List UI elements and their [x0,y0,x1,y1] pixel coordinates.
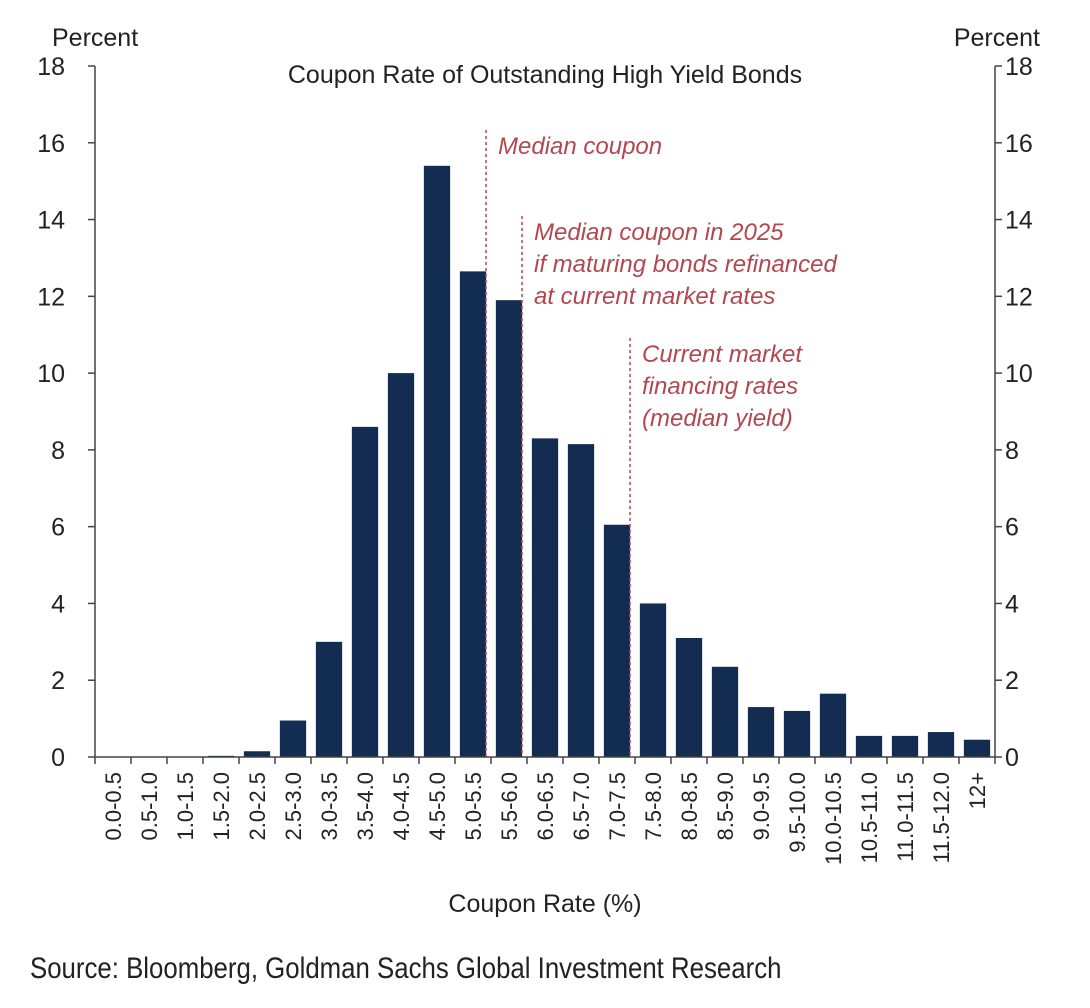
right-y-tick-label: 2 [1005,667,1019,695]
annotation-text: Current market [642,341,803,368]
bar-10.5-11.0 [855,735,883,757]
bar-6.0-6.5 [531,438,559,757]
axes-group: 0 0 2 2 4 4 6 6 8 8 10 10 12 12 14 14 16 16 18 18 0.0-0.5 0.5… [37,53,1033,865]
x-tick-label: 8.5-9.0 [713,772,738,841]
right-y-tick-label: 14 [1005,207,1033,235]
left-y-tick-label: 14 [37,207,65,235]
x-tick-label: 4.0-4.5 [389,772,414,841]
bar-4.0-4.5 [387,373,415,757]
right-y-tick-label: 8 [1005,437,1019,465]
x-tick-label: 4.5-5.0 [425,772,450,841]
source-note: Source: Bloomberg, Goldman Sachs Global … [30,952,782,985]
bar-7.0-7.5 [603,524,631,757]
left-y-tick-label: 2 [51,667,65,695]
x-tick-label: 5.5-6.0 [497,772,522,841]
x-tick-label: 11.0-11.5 [893,772,918,862]
annotation-text: if maturing bonds refinanced [534,251,838,278]
annotation-text: financing rates [642,373,798,400]
bar-2.5-3.0 [279,720,307,757]
x-tick-label: 9.0-9.5 [749,772,774,841]
bar-5.0-5.5 [459,271,487,757]
right-y-tick-label: 12 [1005,283,1033,311]
left-y-tick-label: 4 [51,590,65,618]
annotations-group: Median coupon Median coupon in 2025 if mat… [485,130,838,757]
bar-2.0-2.5 [243,751,271,757]
right-y-tick-label: 0 [1005,744,1019,772]
right-axis-unit-label: Percent [954,24,1040,52]
x-tick-label: 1.0-1.5 [173,772,198,841]
x-tick-label: 0.5-1.0 [137,772,162,841]
left-y-tick-label: 0 [51,744,65,772]
bar-6.5-7.0 [567,444,595,757]
bar-9.5-10.0 [783,710,811,757]
x-tick-label: 7.0-7.5 [605,772,630,841]
bar-5.5-6.0 [495,300,523,757]
x-tick-label: 6.0-6.5 [533,772,558,841]
left-axis-unit-label: Percent [52,24,138,52]
chart-title: Coupon Rate of Outstanding High Yield Bo… [288,61,802,89]
left-y-tick-label: 8 [51,437,65,465]
bar-3.0-3.5 [315,641,343,757]
x-tick-label: 0.0-0.5 [101,772,126,841]
bar-8.0-8.5 [675,637,703,757]
bar-11.5-12.0 [927,732,955,757]
x-tick-label: 2.0-2.5 [245,772,270,841]
x-tick-label: 12+ [965,772,990,809]
x-tick-label: 1.5-2.0 [209,772,234,841]
bar-8.5-9.0 [711,666,739,757]
bar-3.5-4.0 [351,426,379,757]
left-y-tick-label: 10 [37,360,65,388]
right-y-tick-label: 4 [1005,590,1019,618]
left-y-tick-label: 6 [51,514,65,542]
bar-10.0-10.5 [819,693,847,757]
x-tick-label: 5.0-5.5 [461,772,486,841]
left-y-tick-label: 16 [37,130,65,158]
x-tick-label: 2.5-3.0 [281,772,306,841]
annotation-text: Median coupon [498,133,662,160]
annotation-text: at current market rates [534,283,775,310]
bars-group [207,165,991,757]
right-y-tick-label: 18 [1005,53,1033,81]
bar-7.5-8.0 [639,603,667,757]
annotation-text: (median yield) [642,405,793,432]
x-tick-label: 11.5-12.0 [929,772,954,863]
x-tick-label: 6.5-7.0 [569,772,594,841]
left-y-tick-label: 18 [37,53,65,81]
bar-chart: Percent Percent Coupon Rate of Outstandi… [37,24,1040,918]
bar-4.5-5.0 [423,165,451,757]
x-tick-label: 3.0-3.5 [317,772,342,841]
right-y-tick-label: 6 [1005,514,1019,542]
left-y-tick-label: 12 [37,283,65,311]
x-tick-label: 3.5-4.0 [353,772,378,841]
x-tick-label: 9.5-10.0 [785,772,810,853]
bar-12+ [963,739,991,757]
x-tick-label: 10.0-10.5 [821,772,846,865]
right-y-tick-label: 10 [1005,360,1033,388]
bar-11.0-11.5 [891,735,919,757]
x-tick-label: 8.0-8.5 [677,772,702,841]
right-y-tick-label: 16 [1005,130,1033,158]
bar-9.0-9.5 [747,707,775,757]
annotation-text: Median coupon in 2025 [534,219,784,246]
x-tick-label: 7.5-8.0 [641,772,666,841]
x-tick-label: 10.5-11.0 [857,772,882,863]
x-axis-title: Coupon Rate (%) [448,890,641,918]
